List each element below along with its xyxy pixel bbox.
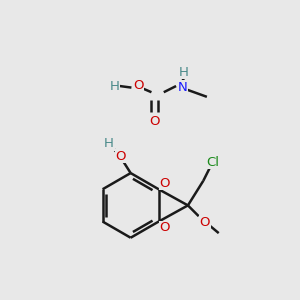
Text: O: O [160,221,170,234]
Text: N: N [177,81,187,94]
Text: O: O [200,216,210,229]
Text: H: H [179,66,189,79]
Text: O: O [160,177,170,190]
Text: Cl: Cl [206,156,219,169]
Text: H: H [110,80,119,92]
Text: O: O [116,150,126,163]
Text: O: O [149,115,160,128]
Text: H: H [104,137,114,150]
Text: O: O [133,79,144,92]
